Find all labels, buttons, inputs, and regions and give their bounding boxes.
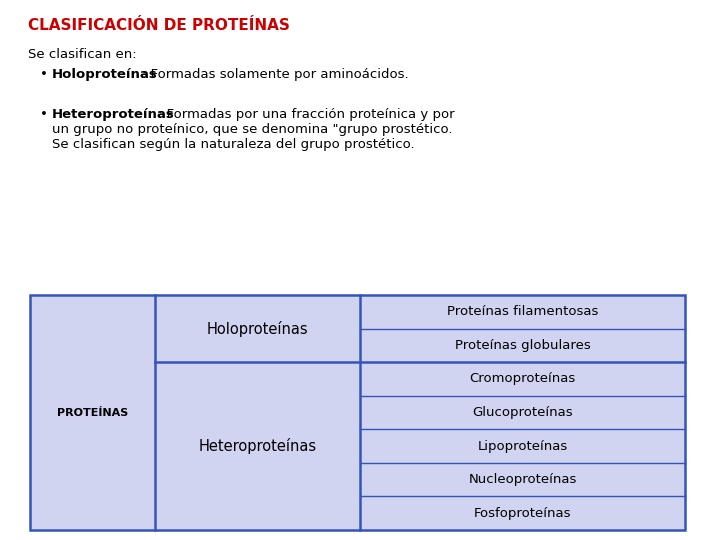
Text: PROTEÍNAS: PROTEÍNAS: [57, 408, 128, 417]
Text: CLASIFICACIÓN DE PROTEÍNAS: CLASIFICACIÓN DE PROTEÍNAS: [28, 18, 290, 33]
Text: Cromoproteínas: Cromoproteínas: [469, 373, 575, 386]
Text: Lipoproteínas: Lipoproteínas: [477, 440, 567, 453]
Bar: [30, 295, 685, 530]
Text: Glucoproteínas: Glucoproteínas: [472, 406, 573, 419]
Text: Holoproteínas: Holoproteínas: [207, 321, 308, 336]
Text: Se clasifican en:: Se clasifican en:: [28, 48, 137, 61]
Bar: [30, 295, 685, 530]
Text: Nucleoproteínas: Nucleoproteínas: [468, 473, 577, 486]
Text: Proteínas filamentosas: Proteínas filamentosas: [447, 305, 598, 318]
Text: Fosfoproteínas: Fosfoproteínas: [474, 507, 571, 519]
Text: •: •: [40, 68, 48, 81]
Text: : Formadas por una fracción proteínica y por: : Formadas por una fracción proteínica y…: [158, 108, 454, 121]
Text: Se clasifican según la naturaleza del grupo prostético.: Se clasifican según la naturaleza del gr…: [52, 138, 415, 151]
Text: •: •: [40, 108, 48, 121]
Text: Heteroproteínas: Heteroproteínas: [52, 108, 175, 121]
Text: un grupo no proteínico, que se denomina "grupo prostético.: un grupo no proteínico, que se denomina …: [52, 123, 452, 136]
Text: : Formadas solamente por aminoácidos.: : Formadas solamente por aminoácidos.: [142, 68, 409, 81]
Text: Holoproteínas: Holoproteínas: [52, 68, 158, 81]
Text: Heteroproteínas: Heteroproteínas: [199, 438, 317, 454]
Text: Proteínas globulares: Proteínas globulares: [454, 339, 590, 352]
